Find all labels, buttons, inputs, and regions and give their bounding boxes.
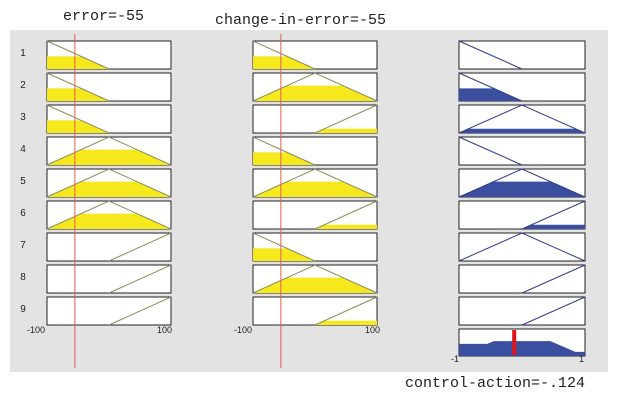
input2-rule-5-fill: [253, 181, 377, 197]
output-rule-6-box: [458, 200, 586, 230]
input1-rule-9-mf-line: [108, 296, 172, 326]
input1-rule-7-mf-line: [108, 232, 172, 262]
rule-viewer-panel: 1 2 3 4 5 6 7 8 9 -100 100 -100 100 -1 1: [10, 30, 608, 372]
output-rule-5-mf-line: [458, 168, 586, 198]
input1-rule-2-fill: [47, 88, 171, 101]
rule-number-4: 4: [20, 144, 26, 155]
input2-rule-1-mf-line: [252, 40, 316, 70]
output-aggregate-fill: [459, 341, 585, 356]
output-min-label: -1: [451, 354, 460, 364]
output-rule-6-fill: [459, 224, 585, 229]
output-rule-4-mf-line: [458, 136, 523, 166]
input2-rule-7-fill: [253, 248, 377, 261]
input1-rule-1-mf-line: [46, 40, 110, 70]
input1-rule-5-fill: [47, 181, 171, 197]
input1-rule-1-fill: [47, 56, 171, 69]
input2-rule-6-fill: [253, 224, 377, 229]
output-title: control-action=-.124: [405, 375, 586, 392]
output-rule-3-mf-line: [458, 104, 586, 134]
output-rule-8-mf-line: [521, 264, 586, 294]
input1-rule-6-fill: [47, 213, 171, 229]
output-rule-1-mf-line: [458, 40, 523, 70]
input2-rule-9-box: [252, 296, 378, 326]
input2-rule-8-fill: [253, 277, 377, 293]
input2-rule-6-mf-line: [314, 200, 378, 230]
input1-rule-6-mf-line: [46, 200, 172, 230]
rule-number-3: 3: [20, 112, 26, 123]
input1-max-label: 100: [157, 325, 173, 335]
input2-max-label: 100: [365, 325, 381, 335]
input1-min-label: -100: [27, 325, 46, 335]
output-rule-7-mf-line: [458, 232, 586, 262]
rule-number-7: 7: [20, 240, 26, 251]
input1-rule-4-mf-line: [46, 136, 172, 166]
input1-rule-7-box: [46, 232, 172, 262]
input1-rule-8-mf-line: [108, 264, 172, 294]
rule-number-1: 1: [20, 48, 26, 59]
input2-rule-5-mf-line: [252, 168, 378, 198]
input1-rule-2-mf-line: [46, 72, 110, 102]
rule-number-9: 9: [20, 304, 26, 315]
rule-number-2: 2: [20, 80, 26, 91]
input2-rule-9-mf-line: [314, 296, 378, 326]
output-rule-3-box: [458, 104, 586, 134]
output-rule-7-box: [458, 232, 586, 262]
output-max-label: 1: [579, 354, 585, 364]
output-rule-9-box: [458, 296, 586, 326]
input2-rule-4-fill: [253, 152, 377, 165]
input2-rule-6-box: [252, 200, 378, 230]
input2-min-label: -100: [234, 325, 253, 335]
output-rule-3-fill: [459, 128, 585, 133]
input2-rule-2-fill: [253, 85, 377, 101]
input1-rule-8-box: [46, 264, 172, 294]
input2-rule-2-mf-line: [252, 72, 378, 102]
input1-rule-5-mf-line: [46, 168, 172, 198]
input1-rule-4-fill: [47, 149, 171, 165]
output-rule-4-box: [458, 136, 586, 166]
input2-rule-7-mf-line: [252, 232, 316, 262]
output-rule-1-box: [458, 40, 586, 70]
input1-rule-3-fill: [47, 120, 171, 133]
rule-number-5: 5: [20, 176, 26, 187]
rule-number-6: 6: [20, 208, 26, 219]
output-rule-8-box: [458, 264, 586, 294]
output-rule-2-fill: [459, 88, 585, 101]
output-rule-2-mf-line: [458, 72, 523, 102]
output-rule-5-fill: [459, 181, 585, 197]
output-rule-6-mf-line: [521, 200, 586, 230]
input1-rule-3-mf-line: [46, 104, 110, 134]
input2-rule-1-fill: [253, 56, 377, 69]
rule-plots: [46, 34, 586, 368]
input2-rule-8-mf-line: [252, 264, 378, 294]
input2-rule-3-mf-line: [314, 104, 378, 134]
output-rule-9-mf-line: [521, 296, 586, 326]
input2-rule-3-fill: [253, 128, 377, 133]
input2-title: change-in-error=-55: [215, 12, 387, 29]
input2-rule-3-box: [252, 104, 378, 134]
input2-rule-4-mf-line: [252, 136, 316, 166]
input1-title: error=-55: [63, 8, 145, 25]
rule-number-8: 8: [20, 272, 26, 283]
input2-rule-9-fill: [253, 320, 377, 325]
input1-rule-9-box: [46, 296, 172, 326]
